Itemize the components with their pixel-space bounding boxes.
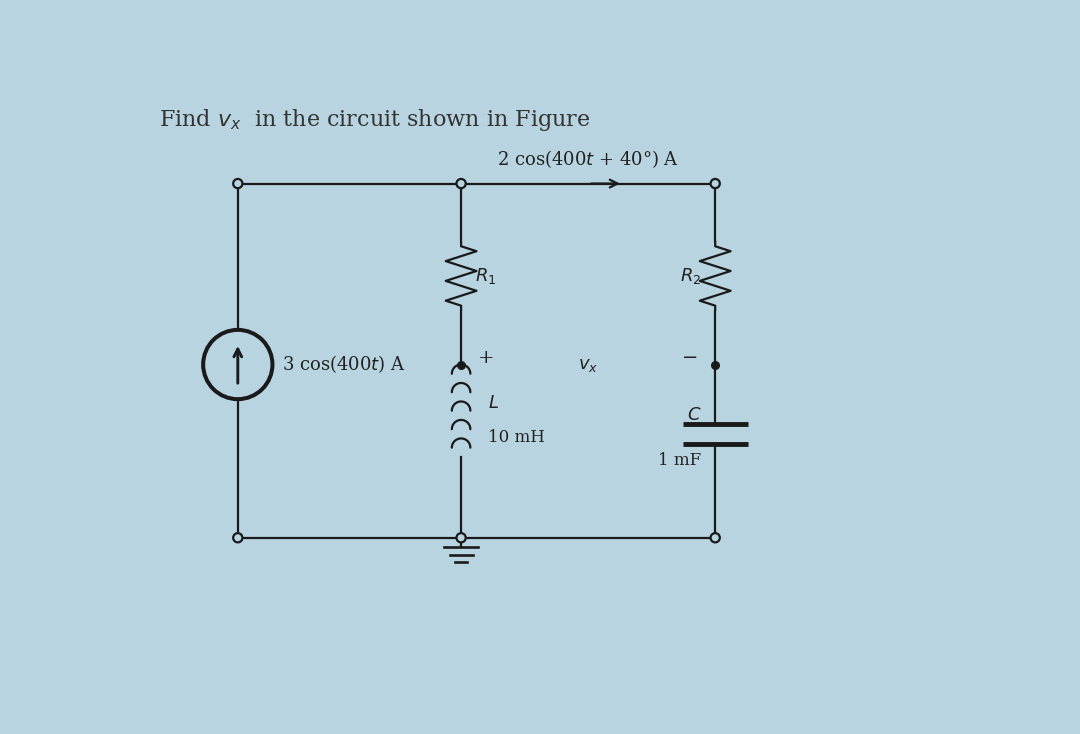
Text: 2 cos(400$t$ + 40°) A: 2 cos(400$t$ + 40°) A (497, 148, 679, 170)
Text: $v_x$: $v_x$ (578, 355, 598, 374)
Text: −: − (681, 349, 699, 367)
Circle shape (203, 330, 272, 399)
Circle shape (711, 533, 719, 542)
Text: $R_2$: $R_2$ (680, 266, 701, 286)
Circle shape (233, 179, 242, 188)
Circle shape (711, 179, 719, 188)
Text: +: + (478, 349, 495, 367)
Text: Find $v_x$  in the circuit shown in Figure: Find $v_x$ in the circuit shown in Figur… (159, 106, 591, 133)
Circle shape (457, 179, 465, 188)
Text: $C$: $C$ (687, 406, 701, 424)
Text: $R_1$: $R_1$ (475, 266, 497, 286)
Text: 10 mH: 10 mH (488, 429, 545, 446)
Circle shape (233, 533, 242, 542)
Circle shape (457, 533, 465, 542)
Text: $L$: $L$ (488, 394, 499, 412)
Text: 3 cos(400$t$) A: 3 cos(400$t$) A (282, 354, 405, 375)
Text: 1 mF: 1 mF (658, 452, 701, 469)
